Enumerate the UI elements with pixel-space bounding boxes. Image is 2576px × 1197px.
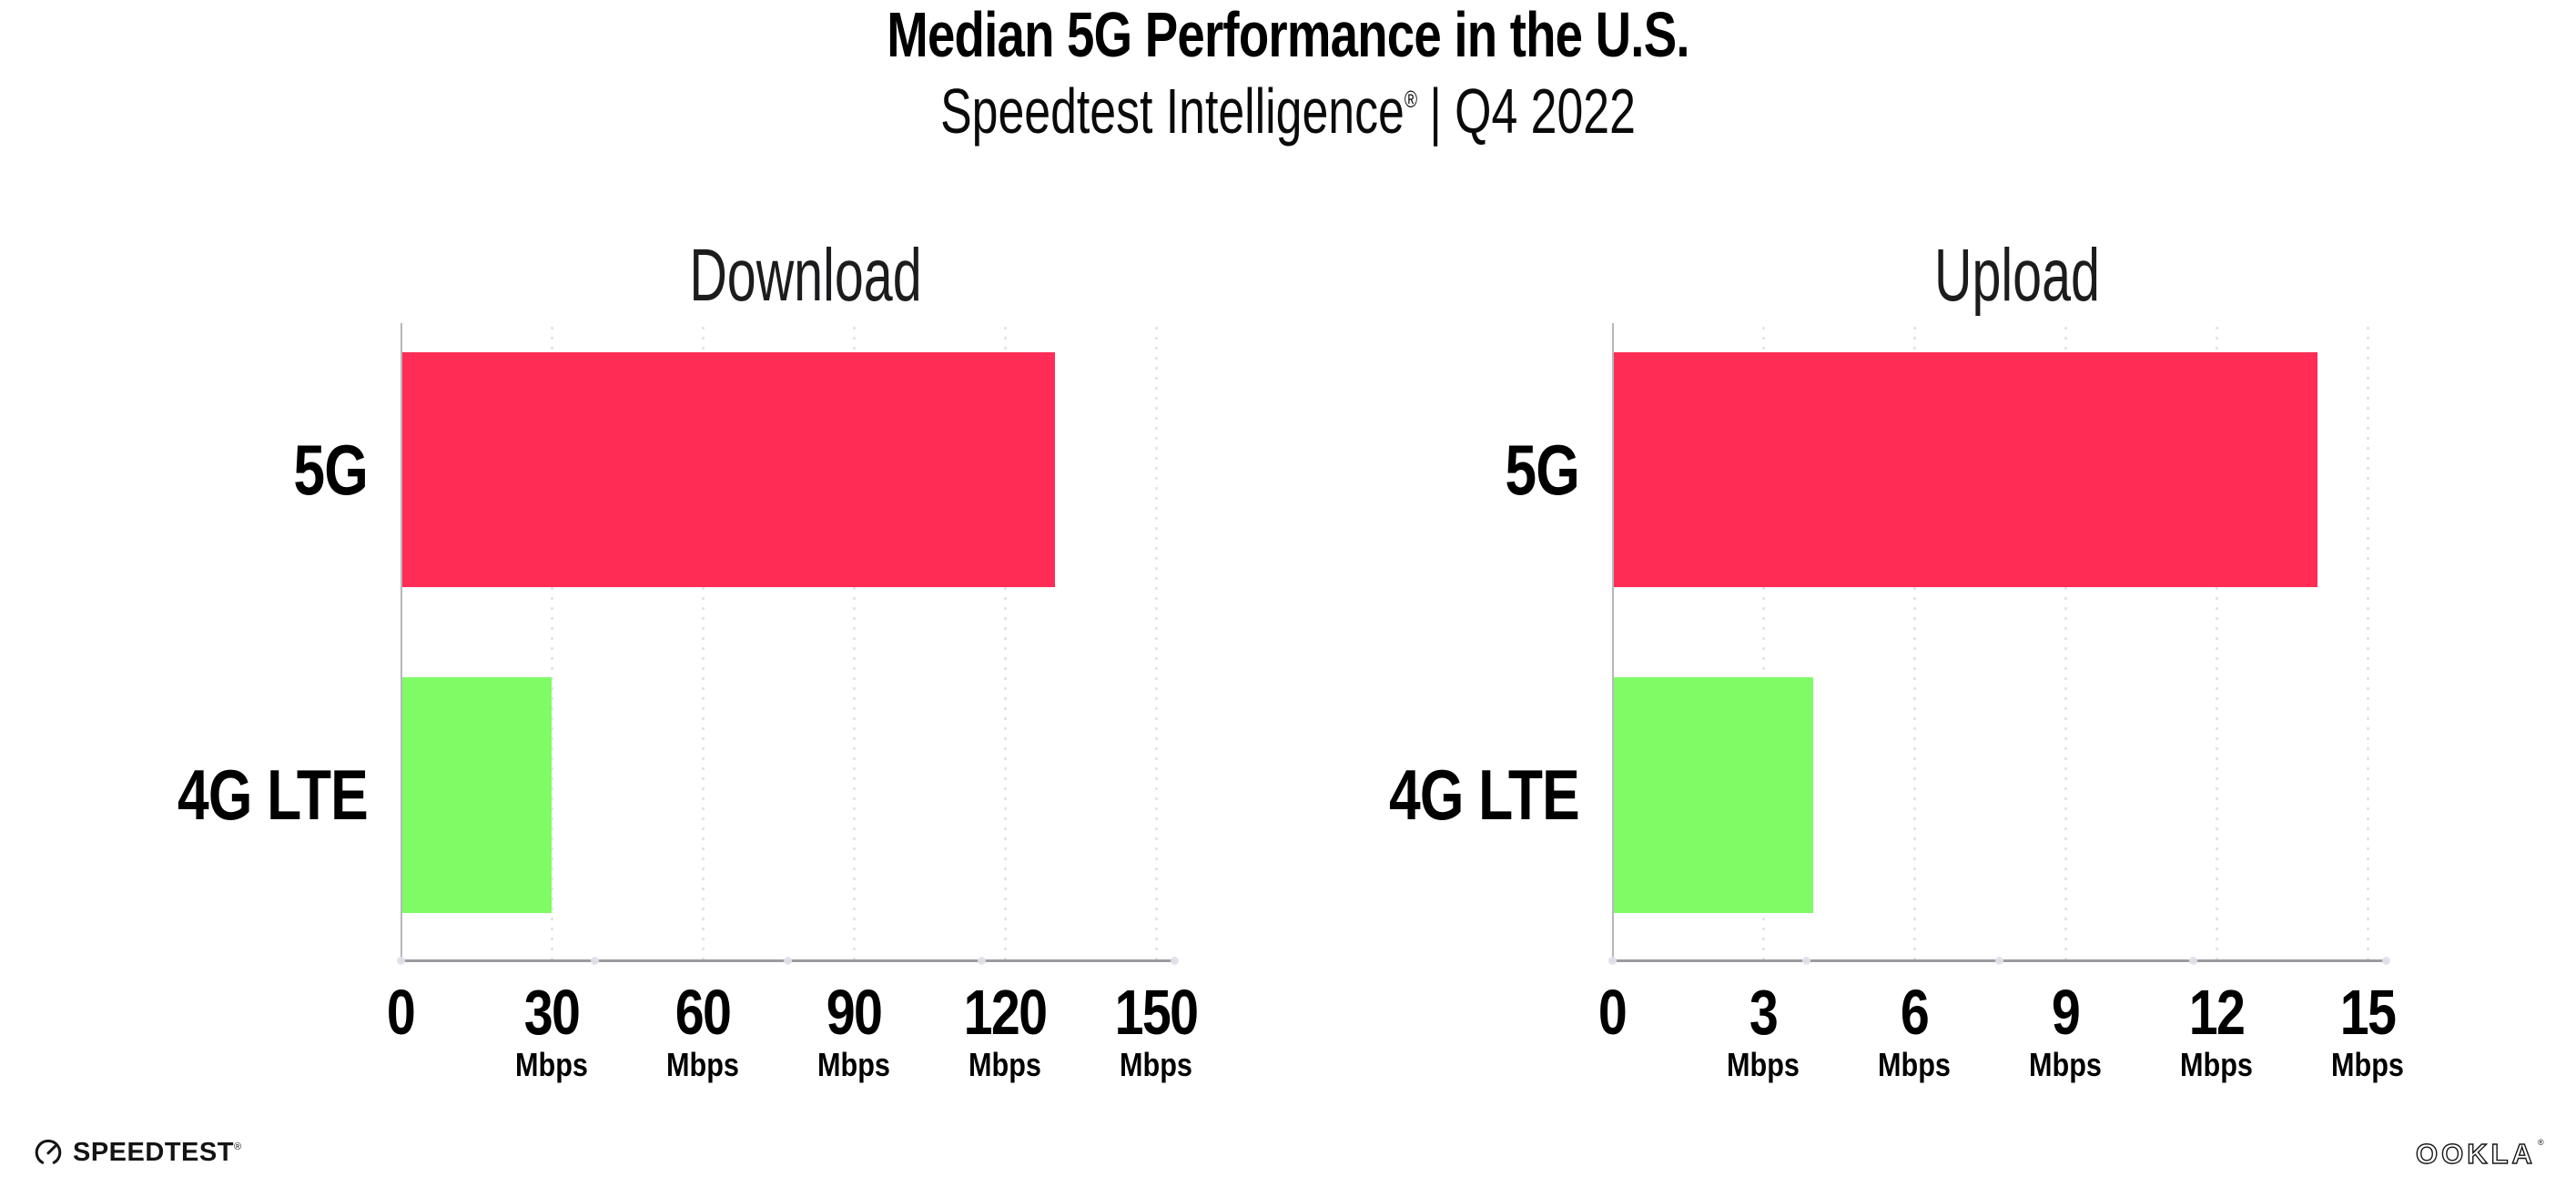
x-tick-unit-label: Mbps	[817, 1046, 890, 1083]
x-tick-unit-label: Mbps	[2029, 1046, 2102, 1083]
x-tick-label: 150	[1114, 977, 1199, 1048]
speedtest-wordmark: SPEEDTEST®	[73, 1139, 241, 1166]
speedtest-label: SPEEDTEST	[73, 1138, 234, 1167]
subtitle-period: | Q4 2022	[1429, 76, 1636, 147]
registered-mark: ®	[1404, 86, 1418, 113]
x-tick-unit-label: Mbps	[666, 1046, 739, 1083]
category-label-4g-lte: 4G LTE	[1389, 755, 1580, 835]
bar-4g-lte	[1614, 677, 1813, 913]
x-axis-tick-dot	[1608, 957, 1617, 965]
gridline	[1762, 323, 1765, 959]
x-tick-label: 30	[523, 977, 581, 1048]
speedtest-gauge-icon	[35, 1139, 62, 1164]
page-title: Median 5G Performance in the U.S.	[887, 0, 1689, 70]
x-tick-label: 60	[674, 977, 732, 1048]
x-tick-label: 90	[826, 977, 883, 1048]
speedtest-registered-mark: ®	[233, 1141, 242, 1152]
x-axis-tick-dot	[590, 957, 599, 965]
y-axis-line	[1612, 323, 1614, 959]
x-tick-label: 120	[963, 977, 1048, 1048]
x-tick-label: 9	[2051, 977, 2081, 1048]
category-label-5g: 5G	[1505, 430, 1579, 510]
x-axis-tick-dot	[397, 957, 405, 965]
x-axis-tick-dot	[977, 957, 986, 965]
subtitle-brand: Speedtest Intelligence	[940, 76, 1405, 147]
x-tick-unit-label: Mbps	[1120, 1046, 1192, 1083]
x-tick-unit-label: Mbps	[2331, 1046, 2404, 1083]
bar-4g-lte	[402, 677, 552, 913]
x-axis-tick-dot	[2188, 957, 2197, 965]
gridline	[1913, 323, 1916, 959]
gridline	[2216, 323, 2218, 959]
x-axis-tick-dot	[1171, 957, 1179, 965]
x-tick-unit-label: Mbps	[1727, 1046, 1800, 1083]
gridline	[2064, 323, 2067, 959]
ookla-logo: OOKLA ®	[2414, 1132, 2549, 1179]
x-tick-unit-label: Mbps	[515, 1046, 588, 1083]
x-tick-label: 0	[386, 977, 416, 1048]
x-tick-label: 3	[1749, 977, 1779, 1048]
x-tick-label: 6	[1900, 977, 1930, 1048]
page-subtitle: Speedtest Intelligence® | Q4 2022	[335, 64, 2241, 147]
x-axis-tick-dot	[784, 957, 792, 965]
chart-title-download: Download	[689, 234, 922, 317]
category-label-4g-lte: 4G LTE	[177, 755, 369, 835]
gridline	[702, 323, 705, 959]
x-axis-tick-dot	[1801, 957, 1810, 965]
ookla-registered-mark: ®	[2538, 1138, 2544, 1147]
ookla-label: OOKLA	[2416, 1138, 2536, 1170]
x-tick-unit-label: Mbps	[2180, 1046, 2253, 1083]
gridline	[551, 323, 553, 959]
bar-5g	[402, 352, 1055, 587]
gridline	[853, 323, 856, 959]
ookla-wordmark-svg: OOKLA ®	[2415, 1137, 2544, 1170]
x-tick-unit-label: Mbps	[969, 1046, 1041, 1083]
bar-5g	[1614, 352, 2317, 587]
gridline	[2367, 323, 2369, 959]
x-axis-tick-dot	[1995, 957, 2003, 965]
x-tick-unit-label: Mbps	[1878, 1046, 1951, 1083]
y-axis-line	[401, 323, 402, 959]
x-tick-label: 0	[1597, 977, 1628, 1048]
gridline	[1004, 323, 1007, 959]
speedtest-logo: SPEEDTEST®	[33, 1137, 241, 1168]
chart-title-upload: Upload	[1934, 234, 2100, 317]
gridline	[1155, 323, 1158, 959]
x-tick-label: 12	[2188, 977, 2246, 1048]
category-label-5g: 5G	[293, 430, 368, 510]
x-axis-tick-dot	[2382, 957, 2390, 965]
x-tick-label: 15	[2339, 977, 2397, 1048]
